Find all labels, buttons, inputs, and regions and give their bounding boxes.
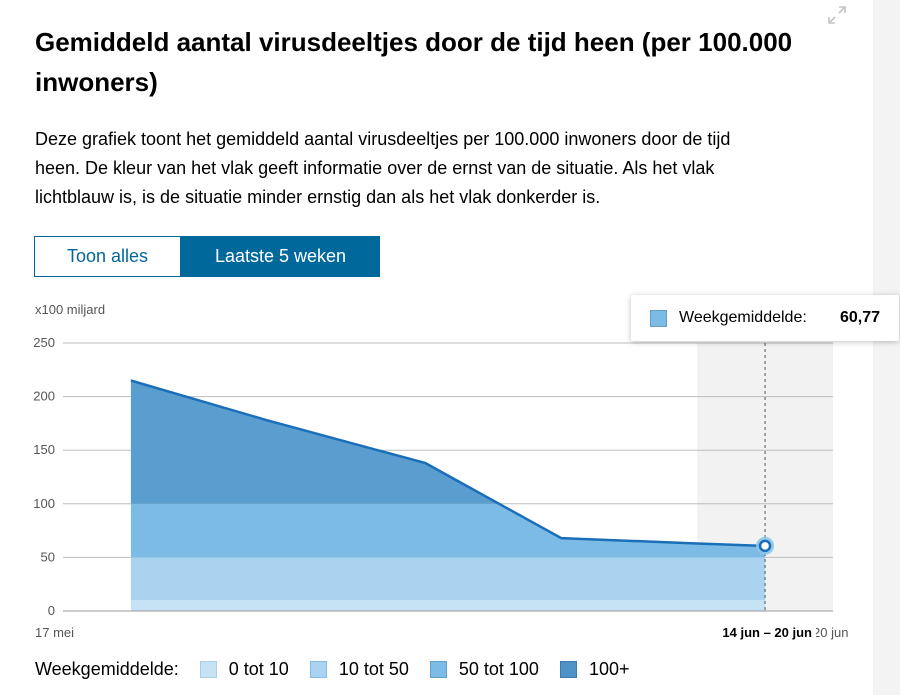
severity-band [130,600,766,611]
tooltip: Weekgemiddelde: 60,77 [631,295,899,341]
x-start-label: 17 mei [35,625,74,640]
y-tick-label: 150 [33,442,55,457]
area-chart: x100 miljard 0 50 100 150 200 250 17 mei 20 j… [33,302,848,643]
tooltip-swatch [650,309,667,327]
expand-icon[interactable] [826,4,848,26]
hover-point[interactable] [758,539,772,553]
legend-label: 0 tot 10 [228,658,289,679]
legend-swatch [429,660,447,678]
legend: Weekgemiddelde: 0 tot 10 10 tot 50 50 to… [35,656,630,682]
tooltip-label: Weekgemiddelde: [679,309,807,326]
chart-description: Deze grafiek toont het gemiddeld aantal … [35,129,731,207]
last-5-weeks-button[interactable]: Laatste 5 weken [181,236,380,277]
highlight-week-label: 14 jun – 20 jun [722,625,812,640]
y-tick-label: 50 [41,549,55,564]
y-tick-label: 0 [48,603,55,618]
y-unit-label: x100 miljard [35,302,105,317]
legend-swatch [559,660,577,678]
series-line [130,379,766,548]
legend-title: Weekgemiddelde: [35,658,179,679]
show-all-button[interactable]: Toon alles [34,236,181,277]
legend-item-50-100: 50 tot 100 [429,658,539,680]
legend-label: 50 tot 100 [458,658,539,679]
legend-item-100-plus: 100+ [559,658,630,680]
legend-item-10-50: 10 tot 50 [309,658,409,680]
severity-band [130,557,766,601]
legend-item-0-10: 0 tot 10 [199,658,289,680]
time-range-toggle: Toon alles Laatste 5 weken [34,236,380,277]
scrollbar-track[interactable] [873,0,900,695]
x-end-label: 20 jun [813,625,848,640]
legend-swatch [199,660,217,678]
y-tick-label: 100 [33,496,55,511]
tooltip-value: 60,77 [839,309,880,326]
y-tick-label: 250 [33,335,55,350]
legend-label: 100+ [588,658,630,679]
legend-label: 10 tot 50 [338,658,409,679]
legend-swatch [309,660,327,678]
y-tick-label: 200 [33,389,55,404]
chart-title: Gemiddeld aantal virusdeeltjes door de t… [35,27,793,97]
y-tick-labels: 0 50 100 150 200 250 [33,335,55,618]
